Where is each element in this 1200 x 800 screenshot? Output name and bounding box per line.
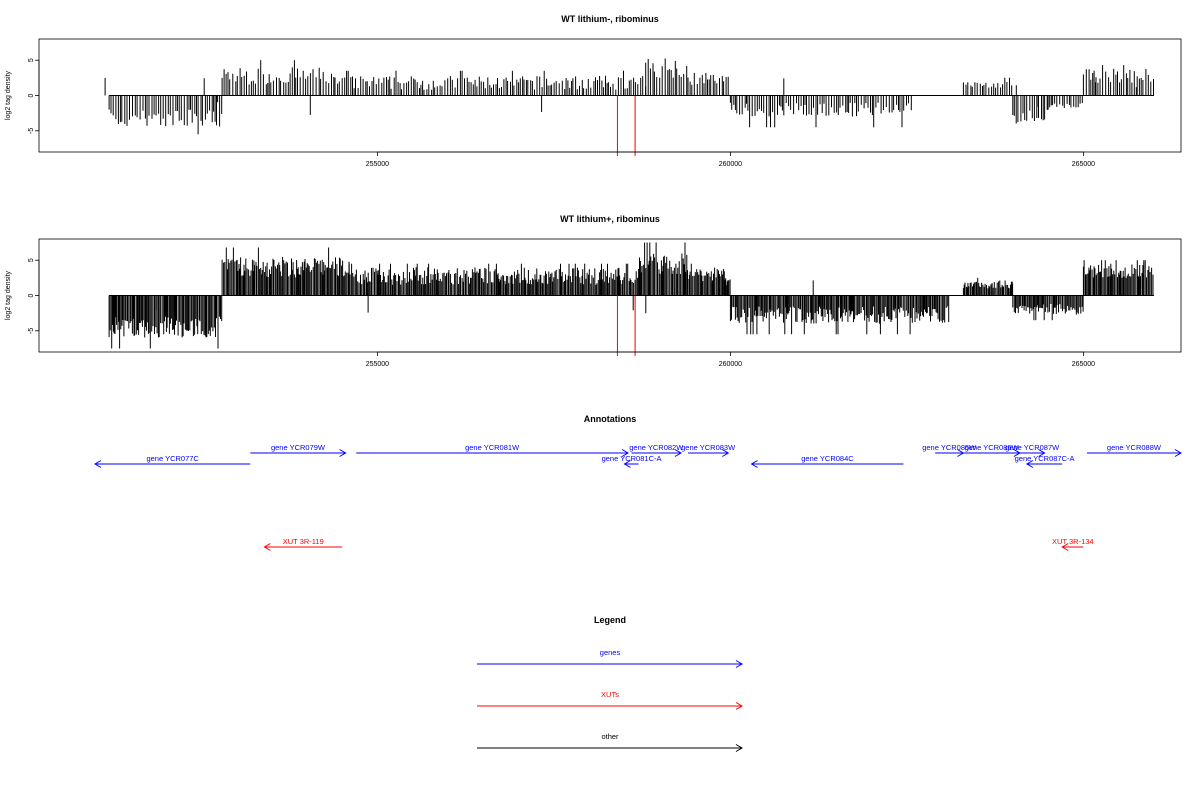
x-tick-label: 260000: [719, 161, 742, 168]
feature-gene: gene YCR077C: [94, 454, 251, 468]
x-axis: 255000 260000 265000: [366, 351, 1095, 368]
arrow-head: [1038, 449, 1046, 457]
y-axis-label: log2 tag density: [5, 270, 12, 320]
legend-item: XUTs: [477, 690, 743, 710]
legend: Legend genes XUTs other: [477, 615, 743, 752]
feature-xut: XUT 3R-134: [1052, 537, 1094, 551]
feature-label: gene YCR077C: [146, 454, 199, 463]
arrow-head: [621, 449, 630, 457]
legend-item: genes: [477, 648, 743, 668]
x-tick-label: 265000: [1072, 161, 1095, 168]
x-axis: 255000 260000 265000: [366, 151, 1095, 168]
signal-bars: [108, 242, 1154, 349]
x-tick-label: 260000: [719, 361, 742, 368]
x-tick-label: 255000: [366, 361, 389, 368]
annotations-track: Annotations gene YCR077C gene YCR079W gene …: [94, 414, 1182, 551]
annotations-title: Annotations: [584, 414, 637, 424]
feature-gene: gene YCR081W: [356, 443, 630, 457]
signal-bars: [104, 58, 1154, 135]
arrow-head: [339, 449, 347, 457]
y-tick-label: -5: [28, 328, 35, 334]
y-tick-label: -5: [28, 128, 35, 134]
feature-label: gene YCR079W: [271, 443, 326, 452]
arrow-head: [263, 543, 271, 551]
chart-title: WT lithium+, ribominus: [560, 214, 660, 224]
feature-gene: gene YCR081C-A: [602, 454, 662, 468]
feature-gene: gene YCR083W: [681, 443, 736, 457]
y-axis-label: log2 tag density: [5, 70, 12, 120]
feature-label: gene YCR084C: [801, 454, 854, 463]
feature-gene: gene YCR079W: [250, 443, 347, 457]
feature-label: gene YCR081C-A: [602, 454, 662, 463]
feature-label: gene YCR082W: [629, 443, 684, 452]
arrow-head: [674, 449, 682, 457]
arrow-head: [94, 460, 102, 468]
arrow-head: [722, 449, 730, 457]
feature-label: gene YCR083W: [681, 443, 736, 452]
arrow-head: [1174, 449, 1182, 457]
y-tick-label: 0: [28, 293, 35, 297]
feature-label: gene YCR086W: [965, 443, 1020, 452]
feature-label: gene YCR087C-A: [1015, 454, 1075, 463]
feature-label: gene YCR087W: [1005, 443, 1060, 452]
arrow-head: [735, 702, 743, 710]
y-tick-label: 5: [28, 58, 35, 62]
x-tick-label: 255000: [366, 161, 389, 168]
feature-label: gene YCR085W: [922, 443, 977, 452]
arrow-head: [1025, 460, 1034, 468]
chart-panel-2: WT lithium+, ribominus -5 0 5 log2 tag densi…: [5, 214, 1182, 368]
feature-gene: gene YCR087C-A: [1015, 454, 1075, 468]
chart-panel-1: WT lithium-, ribominus -5 0 5 log2 tag densi…: [5, 14, 1182, 168]
feature-gene: gene YCR084C: [750, 454, 904, 468]
feature-label: gene YCR088W: [1107, 443, 1162, 452]
legend-item-label: other: [601, 732, 619, 741]
arrow-head: [750, 460, 758, 468]
feature-gene: gene YCR082W: [629, 443, 684, 457]
x-tick-label: 265000: [1072, 361, 1095, 368]
legend-item-label: XUTs: [601, 690, 619, 699]
legend-item: other: [477, 732, 743, 752]
arrow-head: [735, 744, 743, 752]
y-tick-label: 5: [28, 258, 35, 262]
feature-gene: gene YCR088W: [1086, 443, 1182, 457]
feature-label: gene YCR081W: [465, 443, 520, 452]
feature-label: XUT 3R-119: [283, 537, 324, 546]
feature-gene: gene YCR087W: [1005, 443, 1060, 457]
feature-label: XUT 3R-134: [1052, 537, 1094, 546]
arrow-head: [623, 460, 631, 468]
feature-xut: XUT 3R-119: [263, 537, 343, 551]
legend-item-label: genes: [600, 648, 621, 657]
arrow-head: [735, 660, 743, 668]
y-tick-label: 0: [28, 93, 35, 97]
y-axis: -5 0 5 log2 tag density: [5, 258, 40, 334]
arrow-head: [1061, 543, 1069, 551]
chart-title: WT lithium-, ribominus: [561, 14, 659, 24]
y-axis: -5 0 5 log2 tag density: [5, 58, 40, 134]
legend-title: Legend: [594, 615, 626, 625]
